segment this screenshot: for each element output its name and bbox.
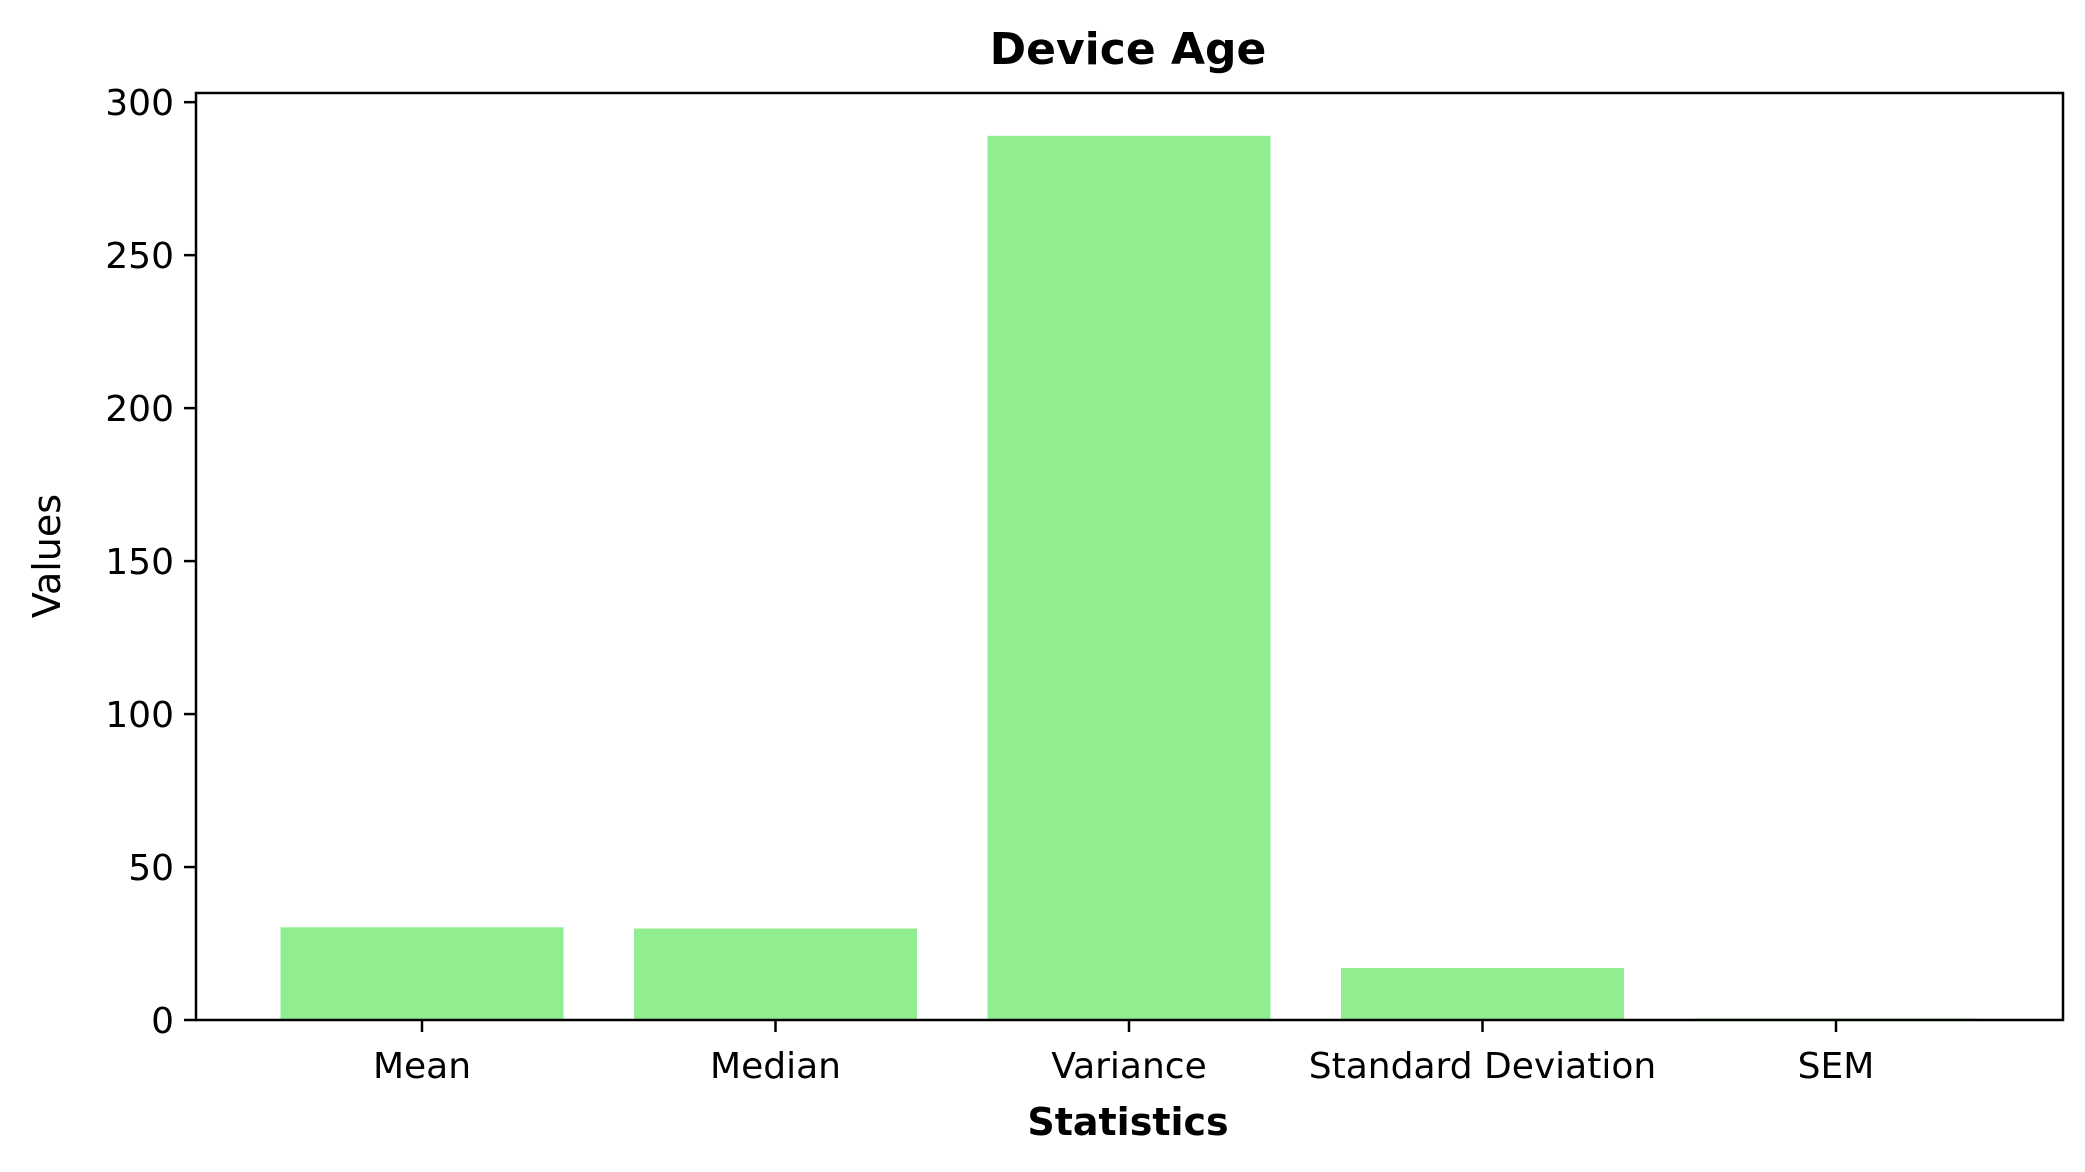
y-tick-label: 50 (128, 848, 174, 889)
y-tick-label: 150 (105, 542, 174, 583)
bars-layer (280, 135, 1978, 1021)
y-tick-label: 250 (105, 236, 174, 277)
x-tick-label: Standard Deviation (1309, 1046, 1656, 1087)
y-axis-label: Values (25, 494, 69, 618)
x-axis-label: Statistics (1027, 1100, 1228, 1144)
y-tick-label: 200 (105, 389, 174, 430)
bar-standard-deviation (1341, 967, 1624, 1020)
chart-title: Device Age (990, 24, 1267, 75)
bar-median (634, 928, 917, 1020)
y-tick-label: 0 (151, 1001, 174, 1042)
x-tick-label: SEM (1798, 1046, 1875, 1087)
axes-layer: 0 50 100 150 200 250 300 Mean Median Variance Stan… (105, 83, 2065, 1087)
x-tick-label: Mean (373, 1046, 471, 1087)
x-tick-label: Variance (1051, 1046, 1207, 1087)
bar-mean (280, 927, 564, 1020)
bar-variance (987, 135, 1271, 1021)
y-tick-label: 300 (105, 83, 174, 124)
x-tick-label: Median (710, 1046, 841, 1087)
y-tick-label: 100 (105, 695, 174, 736)
